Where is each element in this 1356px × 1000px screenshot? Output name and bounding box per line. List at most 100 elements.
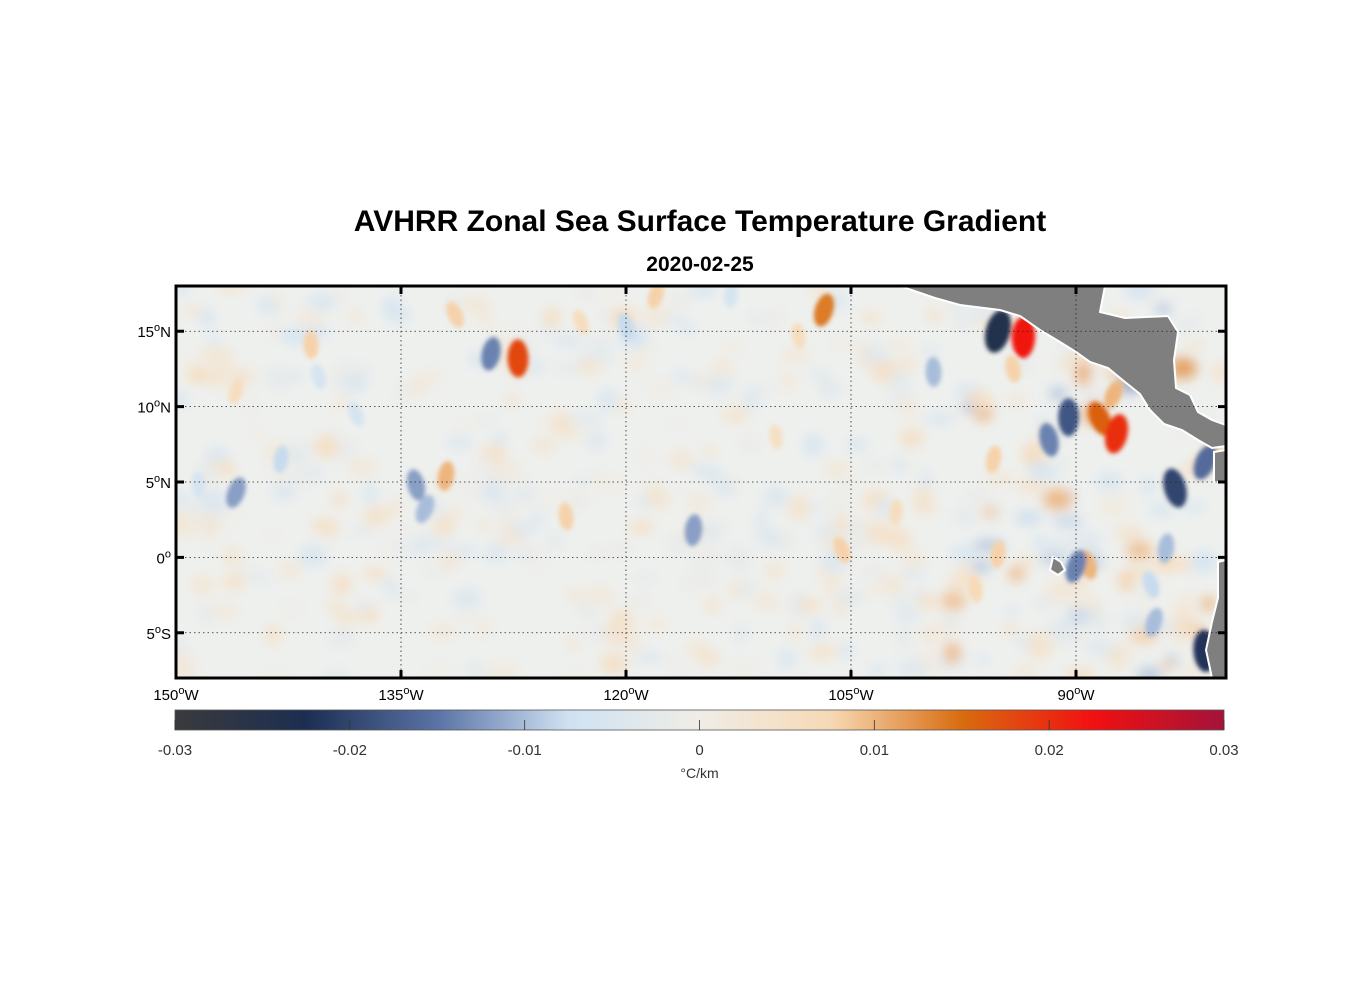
field-texture-blob [1200,596,1217,612]
field-texture-blob [778,369,799,392]
field-texture-blob [1005,605,1018,617]
field-texture-blob [388,307,411,324]
field-texture-blob [487,661,520,678]
field-texture-blob [1075,375,1091,387]
sst-feature [984,309,1012,353]
lat-tick-number: 5 [146,475,154,492]
field-texture-blob [443,506,465,523]
field-texture-blob [599,652,629,675]
field-texture-blob [176,653,196,677]
field-texture-blob [571,414,604,424]
field-texture-blob [1120,611,1148,631]
field-texture-blob [690,546,722,566]
field-texture-blob [205,541,219,552]
lon-tick-number: 90 [1058,687,1075,704]
field-texture-blob [638,445,652,466]
field-texture-blob [673,669,688,678]
lat-hemisphere: N [160,324,171,341]
colorbar-tick-label: -0.03 [158,742,192,759]
field-texture-blob [351,526,372,537]
field-texture-blob [963,485,990,506]
field-texture-blob [728,554,752,573]
sst-feature [406,469,426,501]
field-texture-blob [679,576,706,592]
sst-feature [889,499,903,526]
field-texture-blob [1013,637,1032,647]
field-texture-blob [476,518,491,532]
field-texture-blob [1112,650,1133,663]
field-texture-blob [226,371,255,382]
field-texture-blob [200,309,215,327]
field-texture-blob [622,594,653,609]
sst-feature [813,293,835,327]
field-texture-blob [432,537,455,550]
field-texture-blob [539,416,556,427]
degree-symbol: o [154,322,160,334]
sst-feature [684,514,703,547]
degree-symbol: o [403,685,409,697]
map-date-subtitle: 2020-02-25 [646,253,754,276]
land-mask [899,286,1226,678]
field-texture-blob [755,508,768,530]
degree-symbol: o [628,685,634,697]
field-texture-blob [871,359,895,383]
field-texture-blob [324,531,340,541]
field-texture-blob [823,538,837,548]
field-texture-blob [363,483,378,504]
field-texture-blob [531,439,557,453]
field-texture-blob [1098,495,1129,518]
field-texture-blob [492,443,506,468]
lon-hemisphere: W [859,687,874,704]
field-texture-blob [926,310,943,321]
field-texture-blob [1017,555,1034,571]
field-texture-blob [563,669,587,678]
field-texture-blob [255,295,275,313]
field-texture-blob [198,606,213,625]
field-texture-blob [564,636,582,650]
field-texture-blob [216,509,244,525]
field-texture-blob [859,520,888,531]
field-texture-blob [567,496,587,509]
sst-feature [1163,468,1187,508]
field-texture-blob [297,311,323,328]
field-texture-blob [331,491,348,506]
field-texture-blob [684,642,710,653]
field-texture-blob [264,625,282,645]
degree-symbol: o [154,473,160,485]
field-texture-blob [674,370,688,380]
field-texture-blob [177,519,202,540]
field-texture-blob [895,610,922,621]
field-texture-blob [421,565,452,578]
field-texture-blob [547,412,573,429]
field-texture-blob [1012,663,1037,678]
sst-feature [558,502,574,531]
colorbar-ticks: -0.03 -0.02 -0.01 0 0.01 0.02 0.03 [158,720,1239,759]
field-texture-blob [944,641,961,665]
field-texture-blob [604,626,628,646]
field-texture-blob [646,377,675,401]
sst-feature [311,363,326,390]
map-panel [174,284,1228,680]
sst-feature [446,301,464,328]
colorbar-tick-label: -0.01 [508,742,542,759]
sst-feature [348,401,364,427]
field-texture-blob [462,475,481,499]
feature-layer [191,286,1217,672]
field-texture-blob [892,458,907,473]
field-texture-blob [182,304,203,318]
sst-feature [833,536,851,564]
sst-feature [507,339,529,378]
lat-tick-label: 0o [157,548,171,567]
field-texture-blob [700,520,723,543]
field-texture-blob [904,558,918,570]
degree-symbol: o [853,685,859,697]
field-texture-blob [285,445,317,454]
field-texture-blob [1080,384,1107,400]
field-texture-blob [899,427,924,449]
field-texture-blob [820,380,839,399]
field-texture-blob [970,561,993,573]
field-texture-blob [1016,479,1047,494]
field-texture-blob [1042,488,1074,511]
field-texture-blob [679,378,706,388]
lon-tick-number: 135 [378,687,403,704]
